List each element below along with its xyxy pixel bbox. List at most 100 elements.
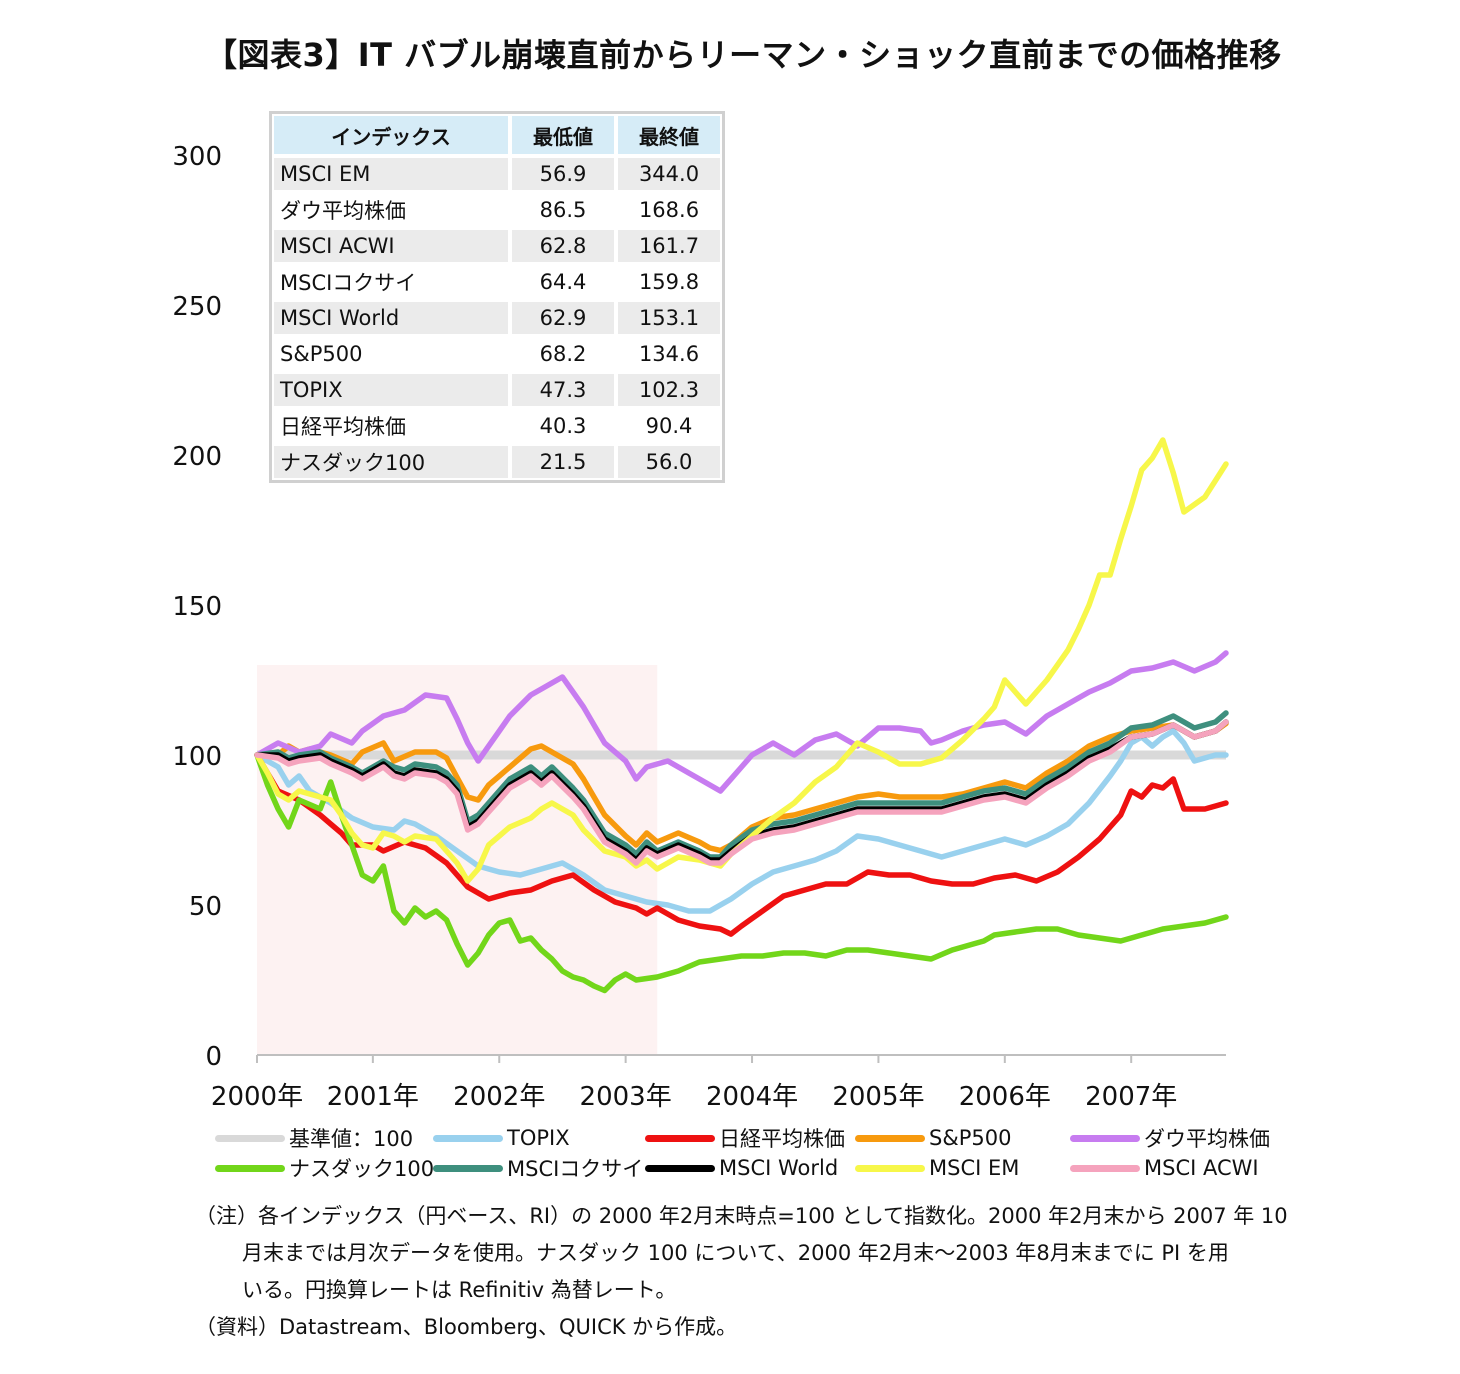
- legend-label: 基準値：100: [289, 1127, 414, 1151]
- legend-item-msci-world: MSCI World: [645, 1154, 838, 1182]
- series-line-msci-acwi: [254, 719, 1229, 866]
- min-value: 40.3: [510, 408, 616, 444]
- note-line: （注）各インデックス（円ベース、RI）の 2000 年2月末時点=100 として…: [195, 1204, 1288, 1228]
- index-name: ナスダック100: [272, 444, 510, 480]
- last-value: 159.8: [616, 264, 722, 300]
- index-name: TOPIX: [272, 372, 510, 408]
- min-value: 62.9: [510, 300, 616, 336]
- note-line: 月末までは月次データを使用。ナスダック 100 について、2000 年2月末～2…: [242, 1241, 1229, 1265]
- table-row: MSCI EM 56.9 344.0: [272, 156, 722, 192]
- x-tick-label: 2003年: [580, 1082, 672, 1112]
- last-value: 102.3: [616, 372, 722, 408]
- table-header-row: インデックス 最低値 最終値: [272, 114, 722, 156]
- table-row: ダウ平均株価 86.5 168.6: [272, 192, 722, 228]
- legend-label: MSCI ACWI: [1144, 1156, 1259, 1180]
- chart-title: 【図表3】IT バブル崩壊直前からリーマン・ショック直前までの価格推移: [205, 36, 1282, 74]
- last-value: 90.4: [616, 408, 722, 444]
- table-row: MSCIコクサイ 64.4 159.8: [272, 264, 722, 300]
- index-name: MSCI ACWI: [272, 228, 510, 264]
- x-tick-label: 2007年: [1085, 1082, 1177, 1112]
- axes: [256, 1054, 1226, 1063]
- legend-item-msci-acwi: MSCI ACWI: [1070, 1154, 1259, 1182]
- last-value: 134.6: [616, 336, 722, 372]
- table-row: S&P500 68.2 134.6: [272, 336, 722, 372]
- min-value: 47.3: [510, 372, 616, 408]
- legend-label: TOPIX: [507, 1126, 570, 1150]
- legend-item-baseline: 基準値：100: [215, 1124, 413, 1152]
- legend-label: MSCIコクサイ: [507, 1157, 644, 1181]
- last-value: 168.6: [616, 192, 722, 228]
- x-tick-label: 2000年: [211, 1082, 303, 1112]
- x-tick-label: 2005年: [832, 1082, 924, 1112]
- x-tick-label: 2004年: [706, 1082, 798, 1112]
- legend-label: 日経平均株価: [719, 1127, 845, 1151]
- last-value: 56.0: [616, 444, 722, 480]
- y-tick-label: 150: [172, 592, 222, 622]
- source-line: （資料）Datastream、Bloomberg、QUICK から作成。: [195, 1315, 738, 1339]
- index-name: MSCIコクサイ: [272, 264, 510, 300]
- min-value: 62.8: [510, 228, 616, 264]
- y-tick-label: 100: [172, 742, 222, 772]
- legend-swatch: [855, 1134, 925, 1142]
- x-tick-label: 2001年: [327, 1082, 419, 1112]
- legend-label: ナスダック100: [289, 1157, 435, 1181]
- legend-item-dow: ダウ平均株価: [1070, 1124, 1270, 1152]
- series-lines: [254, 437, 1229, 994]
- x-tick-label: 2002年: [453, 1082, 545, 1112]
- legend-item-msci-kokusai: MSCIコクサイ: [433, 1154, 643, 1182]
- index-name: S&P500: [272, 336, 510, 372]
- series-line-msci: [254, 710, 1229, 860]
- legend-item-nikkei: 日経平均株価: [645, 1124, 845, 1152]
- legend-item-sp500: S&P500: [855, 1124, 1011, 1152]
- legend-swatch: [645, 1164, 715, 1172]
- header-index: インデックス: [272, 114, 510, 156]
- legend-item-topix: TOPIX: [433, 1124, 570, 1152]
- legend-label: ダウ平均株価: [1144, 1127, 1270, 1151]
- y-tick-labels: 0 50 100 150 200 250 300: [172, 142, 222, 1072]
- y-tick-label: 250: [172, 292, 222, 322]
- legend-label: MSCI World: [719, 1156, 839, 1180]
- series-line-series-4: [254, 650, 1229, 794]
- index-summary-table: インデックス 最低値 最終値 MSCI EM 56.9 344.0 ダウ平均株価 86…: [269, 111, 725, 483]
- legend-swatch: [433, 1164, 503, 1172]
- legend-swatch: [215, 1134, 285, 1142]
- index-name: MSCI World: [272, 300, 510, 336]
- table-row: MSCI ACWI 62.8 161.7: [272, 228, 722, 264]
- min-value: 68.2: [510, 336, 616, 372]
- x-tick-label: 2006年: [959, 1082, 1051, 1112]
- table-row: 日経平均株価 40.3 90.4: [272, 408, 722, 444]
- index-name: 日経平均株価: [272, 408, 510, 444]
- y-tick-label: 300: [172, 142, 222, 172]
- chart-notes: （注）各インデックス（円ベース、RI）の 2000 年2月末時点=100 として…: [195, 1198, 1288, 1346]
- legend-swatch: [215, 1164, 285, 1172]
- table-row: ナスダック100 21.5 56.0: [272, 444, 722, 480]
- y-tick-label: 200: [172, 442, 222, 472]
- min-value: 21.5: [510, 444, 616, 480]
- min-value: 64.4: [510, 264, 616, 300]
- index-name: MSCI EM: [272, 156, 510, 192]
- x-tick-labels: 2000年 2001年 2002年 2003年 2004年 2005年 2006年 2007年: [211, 1082, 1177, 1112]
- table-row: TOPIX 47.3 102.3: [272, 372, 722, 408]
- min-value: 86.5: [510, 192, 616, 228]
- legend-swatch: [433, 1134, 503, 1142]
- table-row: MSCI World 62.9 153.1: [272, 300, 722, 336]
- legend-label: MSCI EM: [929, 1156, 1020, 1180]
- legend-swatch: [1070, 1134, 1140, 1142]
- legend-label: S&P500: [929, 1126, 1012, 1150]
- legend-swatch: [645, 1134, 715, 1142]
- legend-swatch: [855, 1164, 925, 1172]
- y-tick-label: 50: [189, 892, 222, 922]
- legend-item-nasdaq100: ナスダック100: [215, 1154, 434, 1182]
- note-line: いる。円換算レートは Refinitiv 為替レート。: [242, 1278, 677, 1302]
- index-name: ダウ平均株価: [272, 192, 510, 228]
- series-line-topix: [254, 728, 1229, 914]
- legend-item-msci-em: MSCI EM: [855, 1154, 1019, 1182]
- last-value: 161.7: [616, 228, 722, 264]
- last-value: 153.1: [616, 300, 722, 336]
- min-value: 56.9: [510, 156, 616, 192]
- series-line-100: [254, 752, 1229, 994]
- series-line-series-2: [254, 752, 1229, 937]
- header-min: 最低値: [510, 114, 616, 156]
- y-tick-label: 0: [205, 1042, 222, 1072]
